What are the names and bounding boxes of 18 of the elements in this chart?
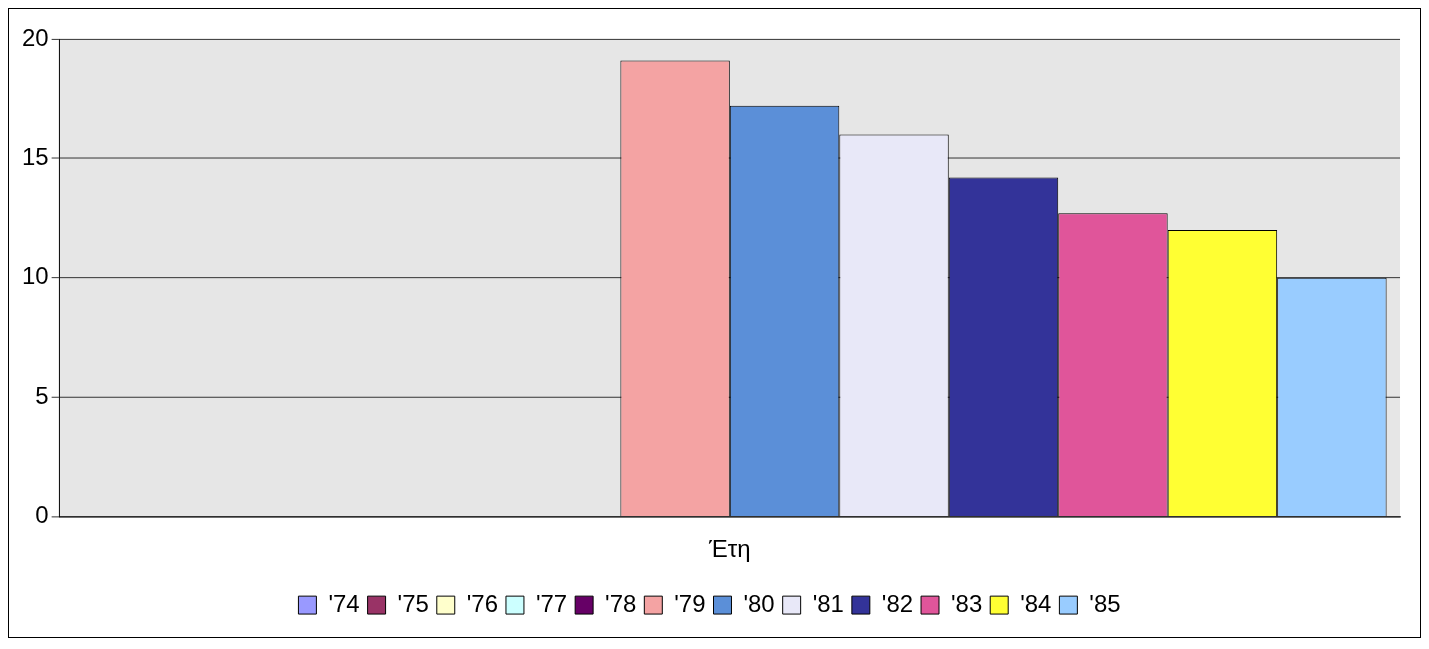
legend-label: '80 bbox=[743, 589, 775, 617]
legend-label: '79 bbox=[674, 589, 706, 617]
y-tick-label: 20 bbox=[21, 23, 49, 51]
legend-label: '77 bbox=[535, 589, 568, 617]
legend-label: '85 bbox=[1089, 589, 1121, 617]
y-tick-label: 0 bbox=[35, 501, 49, 529]
y-tick-label: 5 bbox=[35, 381, 49, 409]
legend-label: '83 bbox=[951, 589, 983, 617]
legend-label: '81 bbox=[812, 589, 844, 617]
legend-label: '82 bbox=[881, 589, 914, 617]
legend-label: '84 bbox=[1020, 589, 1052, 617]
legend-label: '74 bbox=[328, 589, 360, 617]
legend-label: '76 bbox=[466, 589, 498, 617]
y-tick-label: 10 bbox=[21, 262, 49, 290]
y-tick-label: 15 bbox=[21, 142, 49, 170]
x-tick-label: Έτη bbox=[708, 535, 751, 563]
legend-label: '75 bbox=[397, 589, 429, 617]
legend-label: '78 bbox=[605, 589, 637, 617]
